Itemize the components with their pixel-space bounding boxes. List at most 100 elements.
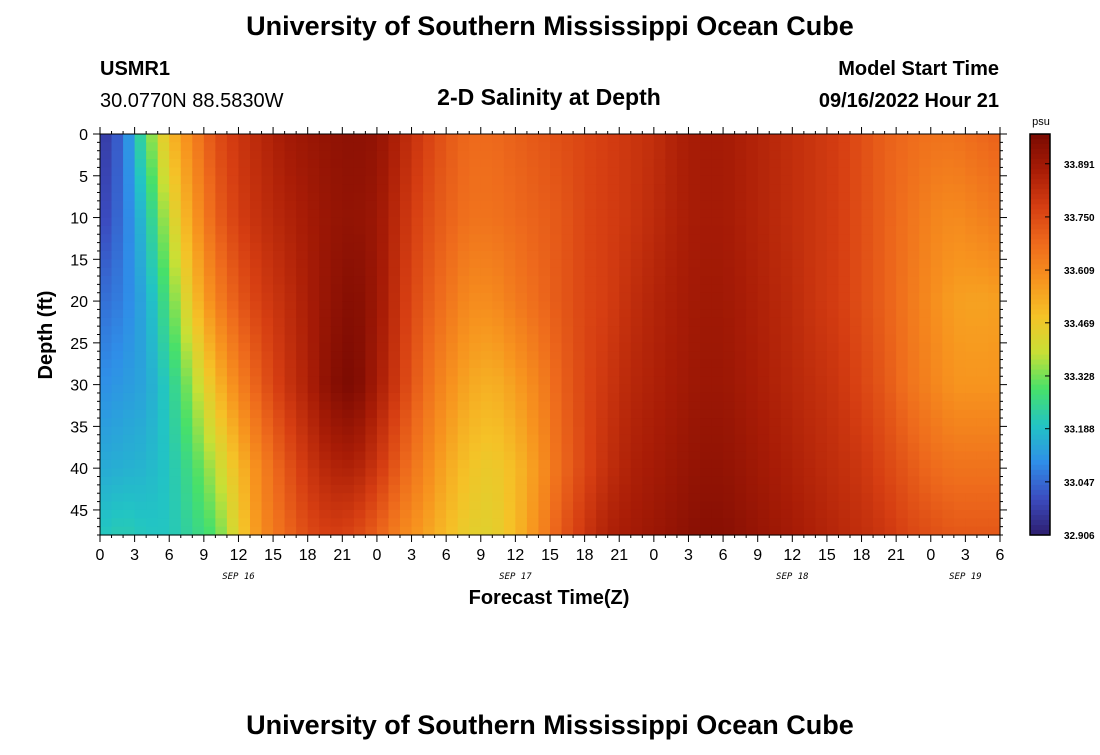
heatmap-cell	[596, 250, 609, 260]
heatmap-cell	[307, 501, 320, 511]
heatmap-cell	[815, 175, 828, 185]
heatmap-cell	[423, 476, 436, 486]
heatmap-cell	[596, 200, 609, 210]
heatmap-cell	[319, 451, 332, 461]
heatmap-cell	[792, 351, 805, 361]
heatmap-cell	[573, 484, 586, 494]
heatmap-cell	[330, 334, 343, 344]
heatmap-cell	[780, 376, 793, 386]
heatmap-cell	[573, 250, 586, 260]
heatmap-cell	[907, 175, 920, 185]
heatmap-cell	[630, 276, 643, 285]
heatmap-cell	[919, 376, 932, 386]
heatmap-cell	[573, 434, 586, 444]
heatmap-cell	[700, 242, 713, 252]
heatmap-cell	[538, 225, 551, 235]
heatmap-cell	[515, 184, 528, 194]
heatmap-cell	[284, 200, 297, 210]
heatmap-cell	[988, 476, 1001, 486]
heatmap-cell	[423, 501, 436, 511]
heatmap-cell	[584, 309, 597, 319]
heatmap-cell	[561, 134, 574, 143]
heatmap-cell	[503, 409, 516, 419]
heatmap-cell	[157, 526, 170, 536]
heatmap-cell	[596, 184, 609, 194]
heatmap-cell	[711, 359, 724, 369]
heatmap-cell	[665, 484, 678, 494]
heatmap-cell	[123, 384, 136, 394]
heatmap-cell	[434, 192, 447, 202]
heatmap-cell	[146, 376, 159, 386]
heatmap-cell	[226, 484, 240, 494]
heatmap-cell	[226, 367, 240, 377]
heatmap-cell	[596, 292, 609, 302]
heatmap-cell	[111, 434, 124, 444]
heatmap-cell	[965, 317, 978, 327]
heatmap-cell	[665, 334, 678, 344]
heatmap-cell	[157, 242, 170, 252]
heatmap-cell	[446, 418, 459, 427]
heatmap-cell	[353, 351, 366, 361]
heatmap-cell	[550, 443, 563, 453]
heatmap-cell	[423, 200, 436, 210]
heatmap-cell	[157, 418, 170, 427]
heatmap-cell	[100, 518, 113, 528]
heatmap-cell	[330, 476, 343, 486]
heatmap-cell	[642, 200, 655, 210]
heatmap-cell	[111, 459, 124, 469]
heatmap-cell	[296, 276, 309, 285]
heatmap-cell	[734, 443, 747, 453]
heatmap-cell	[826, 484, 840, 494]
heatmap-cell	[250, 292, 263, 302]
heatmap-cell	[561, 518, 574, 528]
heatmap-cell	[953, 451, 966, 461]
heatmap-cell	[526, 484, 540, 494]
heatmap-cell	[665, 276, 678, 285]
heatmap-cell	[838, 142, 851, 152]
heatmap-cell	[838, 359, 851, 369]
heatmap-cell	[238, 309, 251, 319]
heatmap-cell	[988, 167, 1001, 177]
heatmap-cell	[861, 250, 874, 260]
heatmap-cell	[446, 443, 459, 453]
heatmap-cell	[838, 150, 851, 160]
heatmap-cell	[226, 259, 240, 269]
heatmap-cell	[503, 267, 516, 277]
heatmap-cell	[642, 134, 655, 143]
heatmap-cell	[988, 192, 1001, 202]
heatmap-cell	[515, 342, 528, 352]
heatmap-cell	[792, 434, 805, 444]
heatmap-cell	[319, 301, 332, 311]
heatmap-cell	[573, 276, 586, 285]
heatmap-cell	[203, 426, 216, 436]
heatmap-cell	[330, 409, 343, 419]
heatmap-cell	[376, 326, 390, 336]
heatmap-cell	[907, 351, 920, 361]
heatmap-cell	[365, 167, 378, 177]
heatmap-cell	[861, 342, 874, 352]
heatmap-cell	[296, 401, 309, 411]
heatmap-cell	[873, 259, 886, 269]
heatmap-cell	[561, 209, 574, 219]
heatmap-cell	[469, 209, 482, 219]
heatmap-cell	[307, 209, 320, 219]
heatmap-cell	[515, 301, 528, 311]
heatmap-cell	[134, 501, 147, 511]
heatmap-cell	[469, 351, 482, 361]
heatmap-cell	[826, 418, 840, 427]
heatmap-cell	[169, 468, 182, 478]
heatmap-cell	[538, 384, 551, 394]
heatmap-cell	[250, 501, 263, 511]
heatmap-cell	[826, 317, 840, 327]
heatmap-cell	[665, 142, 678, 152]
colorbar-segment	[1030, 204, 1050, 210]
heatmap-cell	[526, 367, 540, 377]
heatmap-cell	[261, 159, 274, 169]
heatmap-cell	[526, 401, 540, 411]
heatmap-cell	[157, 326, 170, 336]
heatmap-cell	[146, 351, 159, 361]
heatmap-cell	[365, 292, 378, 302]
heatmap-cell	[400, 409, 413, 419]
heatmap-cell	[146, 284, 159, 294]
heatmap-cell	[353, 142, 366, 152]
